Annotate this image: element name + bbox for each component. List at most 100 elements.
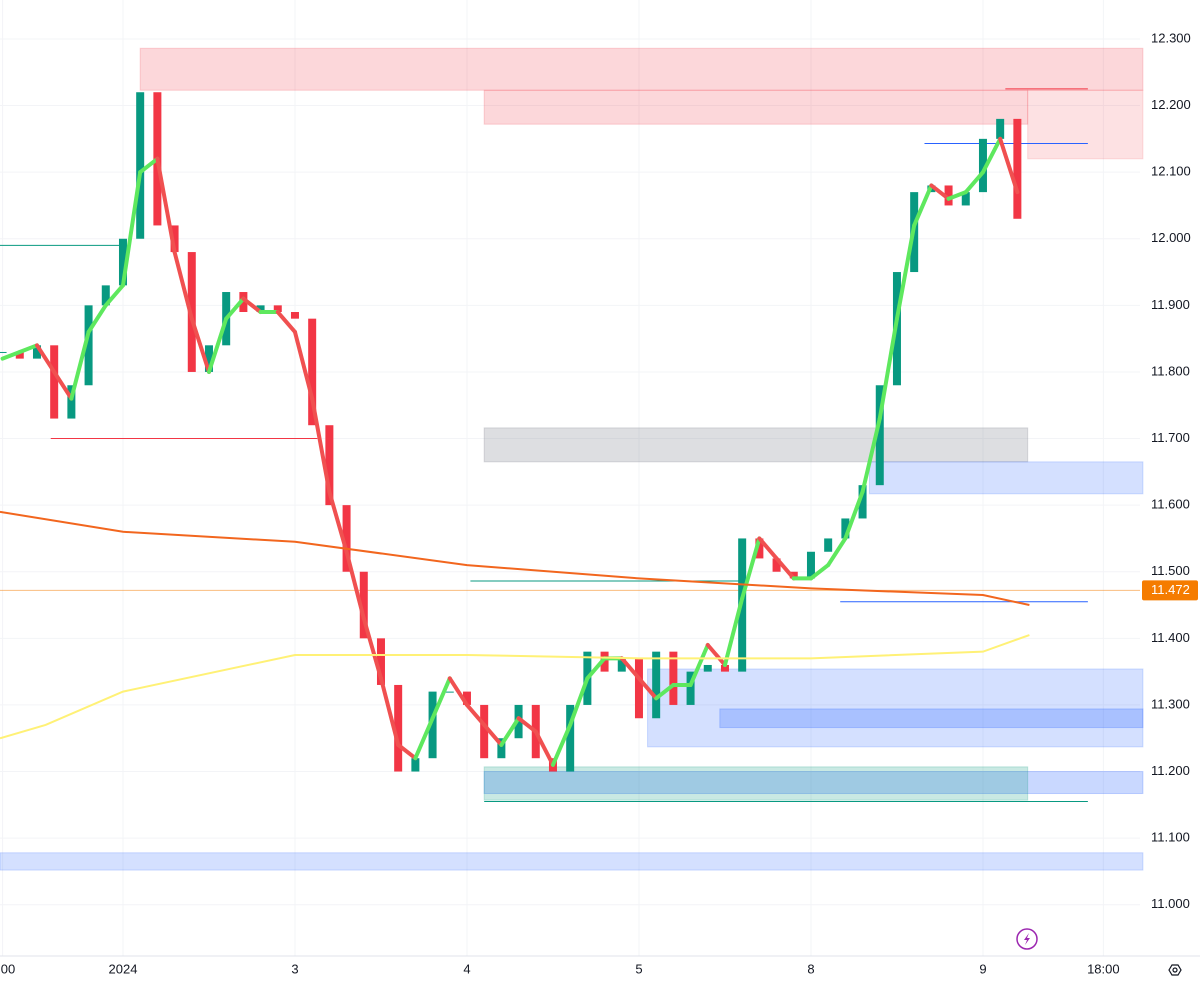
candle	[101, 285, 110, 306]
lightning-icon[interactable]	[1016, 928, 1038, 950]
candle	[290, 312, 299, 319]
zone	[483, 427, 1029, 463]
candle	[669, 651, 678, 705]
candle	[411, 758, 420, 772]
trend-segment	[860, 416, 882, 494]
trend-segment	[138, 156, 160, 175]
y-tick-label: 12.300	[1151, 30, 1191, 45]
last-price-box	[1142, 580, 1198, 601]
trend-segment	[361, 616, 383, 681]
trend-segment	[894, 223, 917, 321]
trend-segment	[585, 656, 607, 681]
y-tick-label: 11.600	[1151, 497, 1190, 512]
trend-segment	[877, 316, 899, 421]
trend-segment	[310, 396, 332, 494]
trend-segment	[688, 642, 710, 687]
candle	[376, 638, 385, 685]
x-tick-label: 00	[1, 961, 15, 976]
candle	[858, 485, 867, 519]
trend-segment	[912, 183, 934, 228]
trend-segment	[189, 316, 211, 374]
y-tick-label: 11.300	[1151, 696, 1190, 711]
trend-segment	[52, 369, 74, 401]
candle	[996, 118, 1005, 139]
trend-segment	[344, 549, 366, 621]
indicator-line	[0, 634, 1030, 740]
candle	[755, 538, 764, 559]
candle	[428, 691, 437, 759]
candle	[789, 571, 798, 579]
trend-segment	[808, 563, 831, 581]
candle	[686, 671, 695, 705]
candle	[394, 684, 403, 772]
candle	[772, 558, 781, 572]
trend-segment	[998, 136, 1020, 195]
candle	[0, 351, 7, 353]
trend-segment	[740, 536, 762, 601]
last-price-label: 11.472	[1151, 582, 1190, 597]
candle	[32, 345, 41, 359]
settings-icon[interactable]	[1168, 964, 1182, 976]
trend-segment	[155, 156, 177, 255]
candle	[961, 192, 970, 206]
trend-segment	[946, 190, 968, 201]
zone	[139, 47, 1144, 91]
candle	[703, 664, 712, 672]
trend-segment	[172, 250, 194, 321]
candle	[841, 518, 850, 539]
trend-segment	[482, 722, 504, 747]
trend-segment	[120, 170, 143, 288]
trend-segment	[103, 283, 125, 308]
trend-segment	[568, 676, 590, 727]
trend-segment	[413, 716, 435, 761]
trend-segment	[292, 329, 315, 401]
zone	[647, 668, 1144, 748]
trend-segment	[396, 742, 418, 761]
candle	[359, 571, 368, 639]
candle	[566, 704, 575, 772]
trend-segment	[275, 310, 297, 334]
trend-segment	[86, 303, 108, 334]
trend-segment	[516, 716, 538, 734]
trend-segment	[826, 536, 848, 568]
zone	[1027, 89, 1144, 160]
candle	[273, 305, 282, 313]
y-tick-label: 11.900	[1151, 297, 1190, 312]
candle	[256, 305, 265, 313]
trend-segment	[980, 136, 1003, 175]
trend-segment	[550, 722, 573, 767]
trend-segment	[929, 183, 951, 201]
trend-segment	[69, 329, 91, 401]
y-tick-label: 11.500	[1151, 563, 1190, 578]
trend-segment	[224, 296, 246, 321]
candle	[480, 704, 489, 759]
y-tick-label: 12.200	[1151, 97, 1191, 112]
trend-segment	[447, 676, 469, 707]
y-tick-label: 11.100	[1151, 830, 1190, 845]
trend-segment	[34, 343, 57, 374]
candle	[634, 658, 643, 719]
y-tick-label: 11.200	[1151, 763, 1190, 778]
y-tick-label: 12.100	[1151, 164, 1191, 179]
y-tick-label: 12.000	[1151, 230, 1191, 245]
x-tick-label: 8	[807, 961, 814, 976]
candle	[170, 225, 179, 253]
candle	[136, 92, 145, 239]
trend-segment	[327, 489, 349, 554]
trend-segment	[378, 676, 401, 747]
y-tick-label: 11.700	[1151, 430, 1190, 445]
zone	[868, 461, 1144, 495]
candle	[600, 651, 609, 672]
y-tick-label: 11.800	[1151, 363, 1190, 378]
x-tick-label: 5	[635, 961, 642, 976]
candle	[50, 345, 59, 419]
candle	[67, 385, 76, 419]
x-tick-label: 18:00	[1087, 961, 1120, 976]
zone	[483, 766, 1029, 801]
candle	[652, 651, 661, 719]
x-tick-label: 4	[463, 961, 470, 976]
trend-segment	[757, 536, 779, 561]
candle	[342, 505, 351, 572]
x-tick-label: 9	[979, 961, 986, 976]
trend-segment	[705, 642, 727, 667]
